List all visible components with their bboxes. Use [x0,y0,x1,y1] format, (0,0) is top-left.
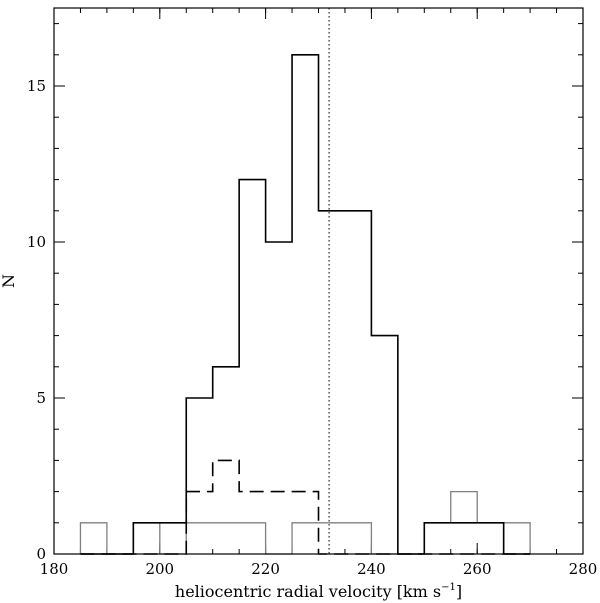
x-tick-label: 260 [463,560,492,578]
plot-frame [53,7,584,555]
x-tick-label: 220 [251,560,280,578]
x-tick-label: 280 [569,560,598,578]
y-axis-label: N [0,274,18,288]
tick-labels: 180 200 220 240 260 280 0 5 10 15 [27,77,597,578]
y-tick-label: 5 [36,389,46,407]
x-tick-label: 180 [40,560,69,578]
x-axis-label: heliocentric radial velocity [km s−1] [175,582,462,601]
x-axis-label-end: ] [456,582,462,601]
y-tick-label: 0 [36,545,46,563]
x-tick-label: 200 [145,560,174,578]
x-axis-label-main: heliocentric radial velocity [km s [175,582,441,601]
x-axis-label-superscript: −1 [441,582,456,593]
histogram-series [79,54,531,555]
x-tick-label: 240 [357,560,386,578]
y-tick-label: 15 [27,77,46,95]
histogram-solid-series [80,54,531,555]
y-tick-label: 10 [27,233,46,251]
histogram-dashed-series [80,459,531,555]
